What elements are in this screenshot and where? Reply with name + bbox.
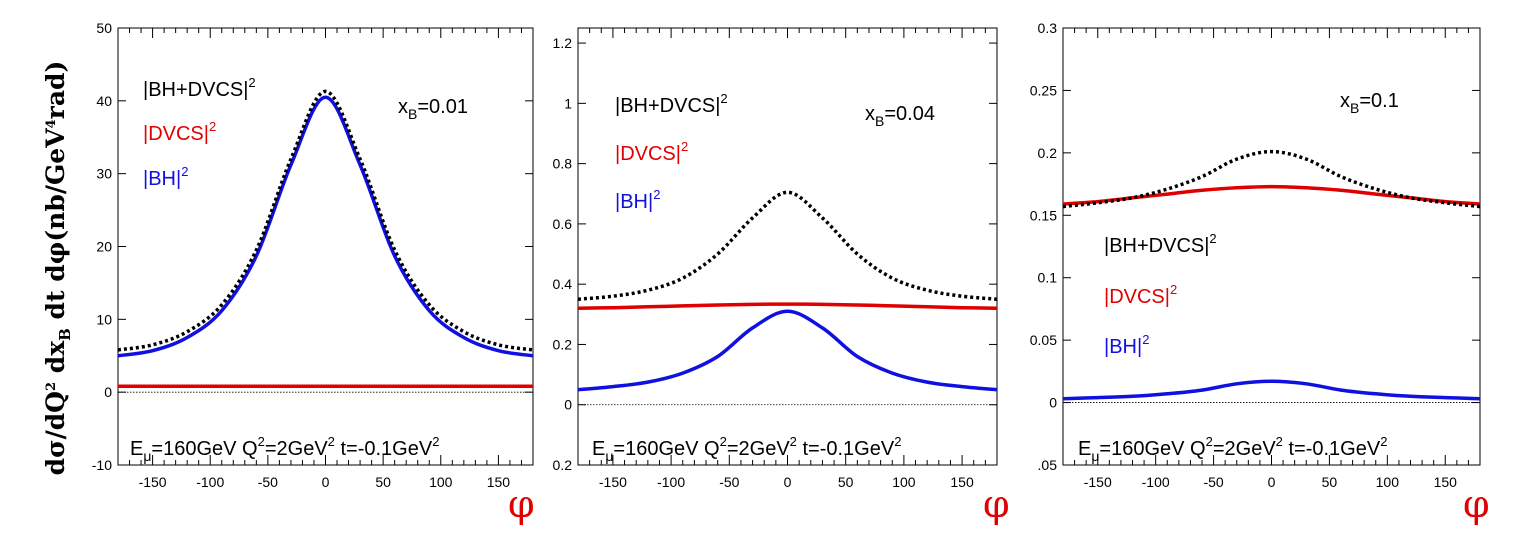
legend-dvcs: |DVCS|2 <box>143 119 216 145</box>
legend-dvcs: |DVCS|2 <box>615 139 688 165</box>
y-tick-label: 1.2 <box>553 35 573 51</box>
x-tick-label: 150 <box>950 474 974 490</box>
y-tick-label: 10 <box>96 311 112 327</box>
y-tick-label: 30 <box>96 166 112 182</box>
kinematics-label: Eμ=160GeV Q2=2GeV2 t=-0.1GeV2 <box>1078 434 1387 464</box>
series-dvcs <box>1062 184 1481 206</box>
x-tick-label: -150 <box>139 474 167 490</box>
xb-annotation: xB=0.01 <box>398 96 468 122</box>
y-tick-label: 0.3 <box>1038 20 1058 36</box>
x-tick-label: -50 <box>258 474 278 490</box>
x-tick-label: -50 <box>719 474 739 490</box>
y-tick-label: 0.2 <box>553 336 573 352</box>
panel-xb-0.1: .05 0 0.05 0.1 0.15 0.2 0.25 0.3 -150 -100 -50 0 50 1… <box>1030 20 1490 526</box>
legend-dvcs: |DVCS|2 <box>1104 282 1177 308</box>
x-tick-label: -50 <box>1203 474 1223 490</box>
y-tick-label: 0.1 <box>1038 270 1058 286</box>
legend-bh-dvcs: |BH+DVCS|2 <box>615 91 728 117</box>
y-tick-label: 0.4 <box>553 276 573 292</box>
y-tick-label: -10 <box>92 457 112 473</box>
y-tick-label: 0.05 <box>1030 332 1057 348</box>
x-tick-label: 150 <box>1434 474 1458 490</box>
y-tick-label: 20 <box>96 239 112 255</box>
y-tick-label: 50 <box>96 20 112 36</box>
y-tick-label: 0 <box>104 384 112 400</box>
y-axis-label: dσ/dQ2 dxB dt dφ(nb/GeV4rad) <box>41 61 74 476</box>
x-tick-label: 100 <box>429 474 453 490</box>
xb-annotation: xB=0.1 <box>1340 90 1399 116</box>
phi-axis-symbol: φ <box>508 482 535 526</box>
x-tick-label: -100 <box>196 474 224 490</box>
y-tick-label: 0 <box>564 397 572 413</box>
legend-bh: |BH|2 <box>143 164 188 190</box>
x-tick-label: -150 <box>599 474 627 490</box>
legend-bh-dvcs: |BH+DVCS|2 <box>1104 231 1217 257</box>
kinematics-label: Eμ=160GeV Q2=2GeV2 t=-0.1GeV2 <box>130 434 439 464</box>
xb-annotation: xB=0.04 <box>865 103 935 129</box>
y-tick-label: 0.6 <box>553 216 573 232</box>
y-tick-label: 1 <box>564 95 572 111</box>
series-bh-dvcs <box>117 89 534 352</box>
x-tick-label: 0 <box>322 474 330 490</box>
x-tick-label: 0 <box>784 474 792 490</box>
legend: |BH+DVCS|2 |DVCS|2 |BH|2 <box>143 75 256 190</box>
x-tick-label: 100 <box>892 474 916 490</box>
x-tick-label: 50 <box>1322 474 1338 490</box>
y-tick-label: 0.8 <box>553 156 573 172</box>
panel-xb-0.04: 0.2 0 0.2 0.4 0.6 0.8 1 1.2 -150 -100 -50 0 50 100 150… <box>553 27 1010 526</box>
y-tick-label: .05 <box>1038 457 1058 473</box>
x-tick-label: 50 <box>838 474 854 490</box>
y-tick-label: 0.2 <box>1038 145 1058 161</box>
legend: |BH+DVCS|2 |DVCS|2 |BH|2 <box>1104 231 1217 358</box>
x-tick-label: 0 <box>1268 474 1276 490</box>
x-tick-label: -150 <box>1084 474 1112 490</box>
y-tick-label: 0 <box>1049 395 1057 411</box>
plot-frame <box>577 27 998 466</box>
y-tick-label: 0.25 <box>1030 82 1057 98</box>
phi-axis-symbol: φ <box>983 482 1010 526</box>
y-tick-label: 0.2 <box>553 457 573 473</box>
x-tick-label: -100 <box>657 474 685 490</box>
x-tick-label: 50 <box>375 474 391 490</box>
legend-bh: |BH|2 <box>615 187 660 213</box>
y-tick-label: 40 <box>96 93 112 109</box>
x-tick-label: 100 <box>1376 474 1400 490</box>
legend-bh: |BH|2 <box>1104 332 1149 358</box>
series-bh-dvcs <box>1062 149 1481 209</box>
legend: |BH+DVCS|2 |DVCS|2 |BH|2 <box>615 91 728 213</box>
series-bh <box>577 309 998 392</box>
x-tick-label: 150 <box>487 474 511 490</box>
x-tick-label: -100 <box>1142 474 1170 490</box>
legend-bh-dvcs: |BH+DVCS|2 <box>143 75 256 101</box>
kinematics-label: Eμ=160GeV Q2=2GeV2 t=-0.1GeV2 <box>592 434 901 464</box>
series-bh <box>1062 379 1481 401</box>
phi-axis-symbol: φ <box>1463 482 1490 526</box>
series-dvcs <box>577 302 998 311</box>
y-tick-label: 0.15 <box>1030 207 1057 223</box>
series-bh <box>117 95 534 358</box>
